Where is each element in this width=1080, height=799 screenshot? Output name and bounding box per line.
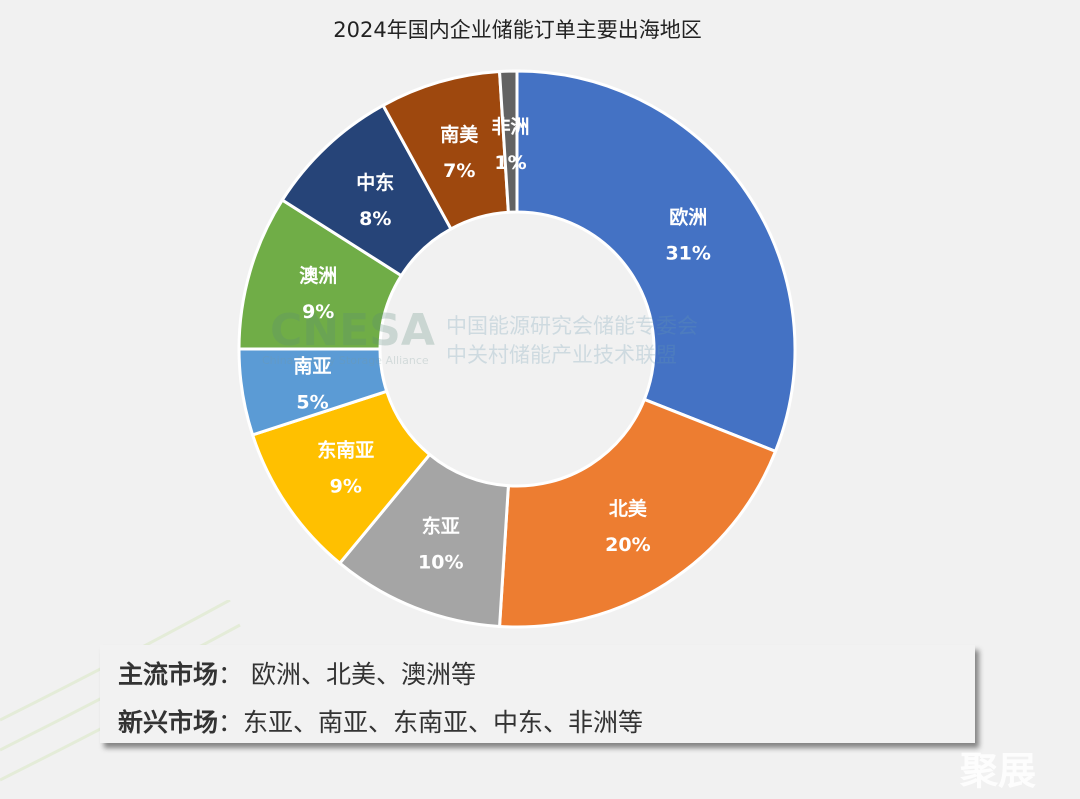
slice-非洲 — [497, 69, 519, 214]
emerging-label: 新兴市场 — [118, 708, 219, 737]
slice-value-label: 20% — [605, 534, 650, 556]
slice-category-label: 东亚 — [422, 514, 460, 537]
emerging-value: 东亚、南亚、东南亚、中东、非洲等 — [243, 708, 644, 737]
slice-欧洲 — [515, 69, 797, 454]
slice-category-label: 南美 — [440, 123, 479, 146]
watermark-logo: CNESA — [270, 305, 435, 356]
emerging-row: 新兴市场：东亚、南亚、东南亚、中东、非洲等 — [118, 703, 643, 739]
slice-value-label: 1% — [494, 152, 526, 174]
separator: ： — [218, 708, 244, 737]
watermark-line2: 中关村储能产业技术联盟 — [446, 343, 677, 367]
watermark-logo-sub: China Energy Storage Alliance — [262, 354, 429, 367]
slice-category-label: 中东 — [356, 171, 394, 194]
slice-category-label: 欧洲 — [669, 206, 707, 229]
slice-category-label: 南亚 — [294, 355, 332, 377]
corner-watermark: 聚展 — [960, 749, 1037, 793]
summary-box: 主流市场： 欧洲、北美、澳洲等 新兴市场：东亚、南亚、东南亚、中东、非洲等 — [100, 645, 975, 743]
slice-category-label: 澳洲 — [299, 264, 337, 287]
separator: ： — [218, 660, 244, 689]
slice-value-label: 9% — [330, 475, 362, 497]
slice-value-label: 9% — [302, 301, 334, 323]
slice-category-label: 东南亚 — [317, 438, 374, 461]
watermark: CNESA China Energy Storage Alliance 中国能源… — [262, 305, 698, 367]
mainstream-row: 主流市场： 欧洲、北美、澳洲等 — [118, 655, 476, 691]
slice-value-label: 8% — [359, 208, 391, 230]
watermark-line1: 中国能源研究会储能专委会 — [446, 314, 698, 338]
slice-category-label: 北美 — [609, 497, 648, 520]
slice-value-label: 5% — [296, 391, 328, 413]
slice-value-label: 31% — [665, 243, 710, 265]
mainstream-value: 欧洲、北美、澳洲等 — [250, 660, 476, 689]
chart-title: 2024年国内企业储能订单主要出海地区 — [333, 18, 702, 42]
slice-category-label: 非洲 — [491, 116, 529, 138]
slice-value-label: 10% — [418, 551, 463, 573]
slice-北美 — [497, 397, 778, 629]
mainstream-label: 主流市场 — [118, 660, 219, 689]
slice-value-label: 7% — [443, 160, 475, 182]
